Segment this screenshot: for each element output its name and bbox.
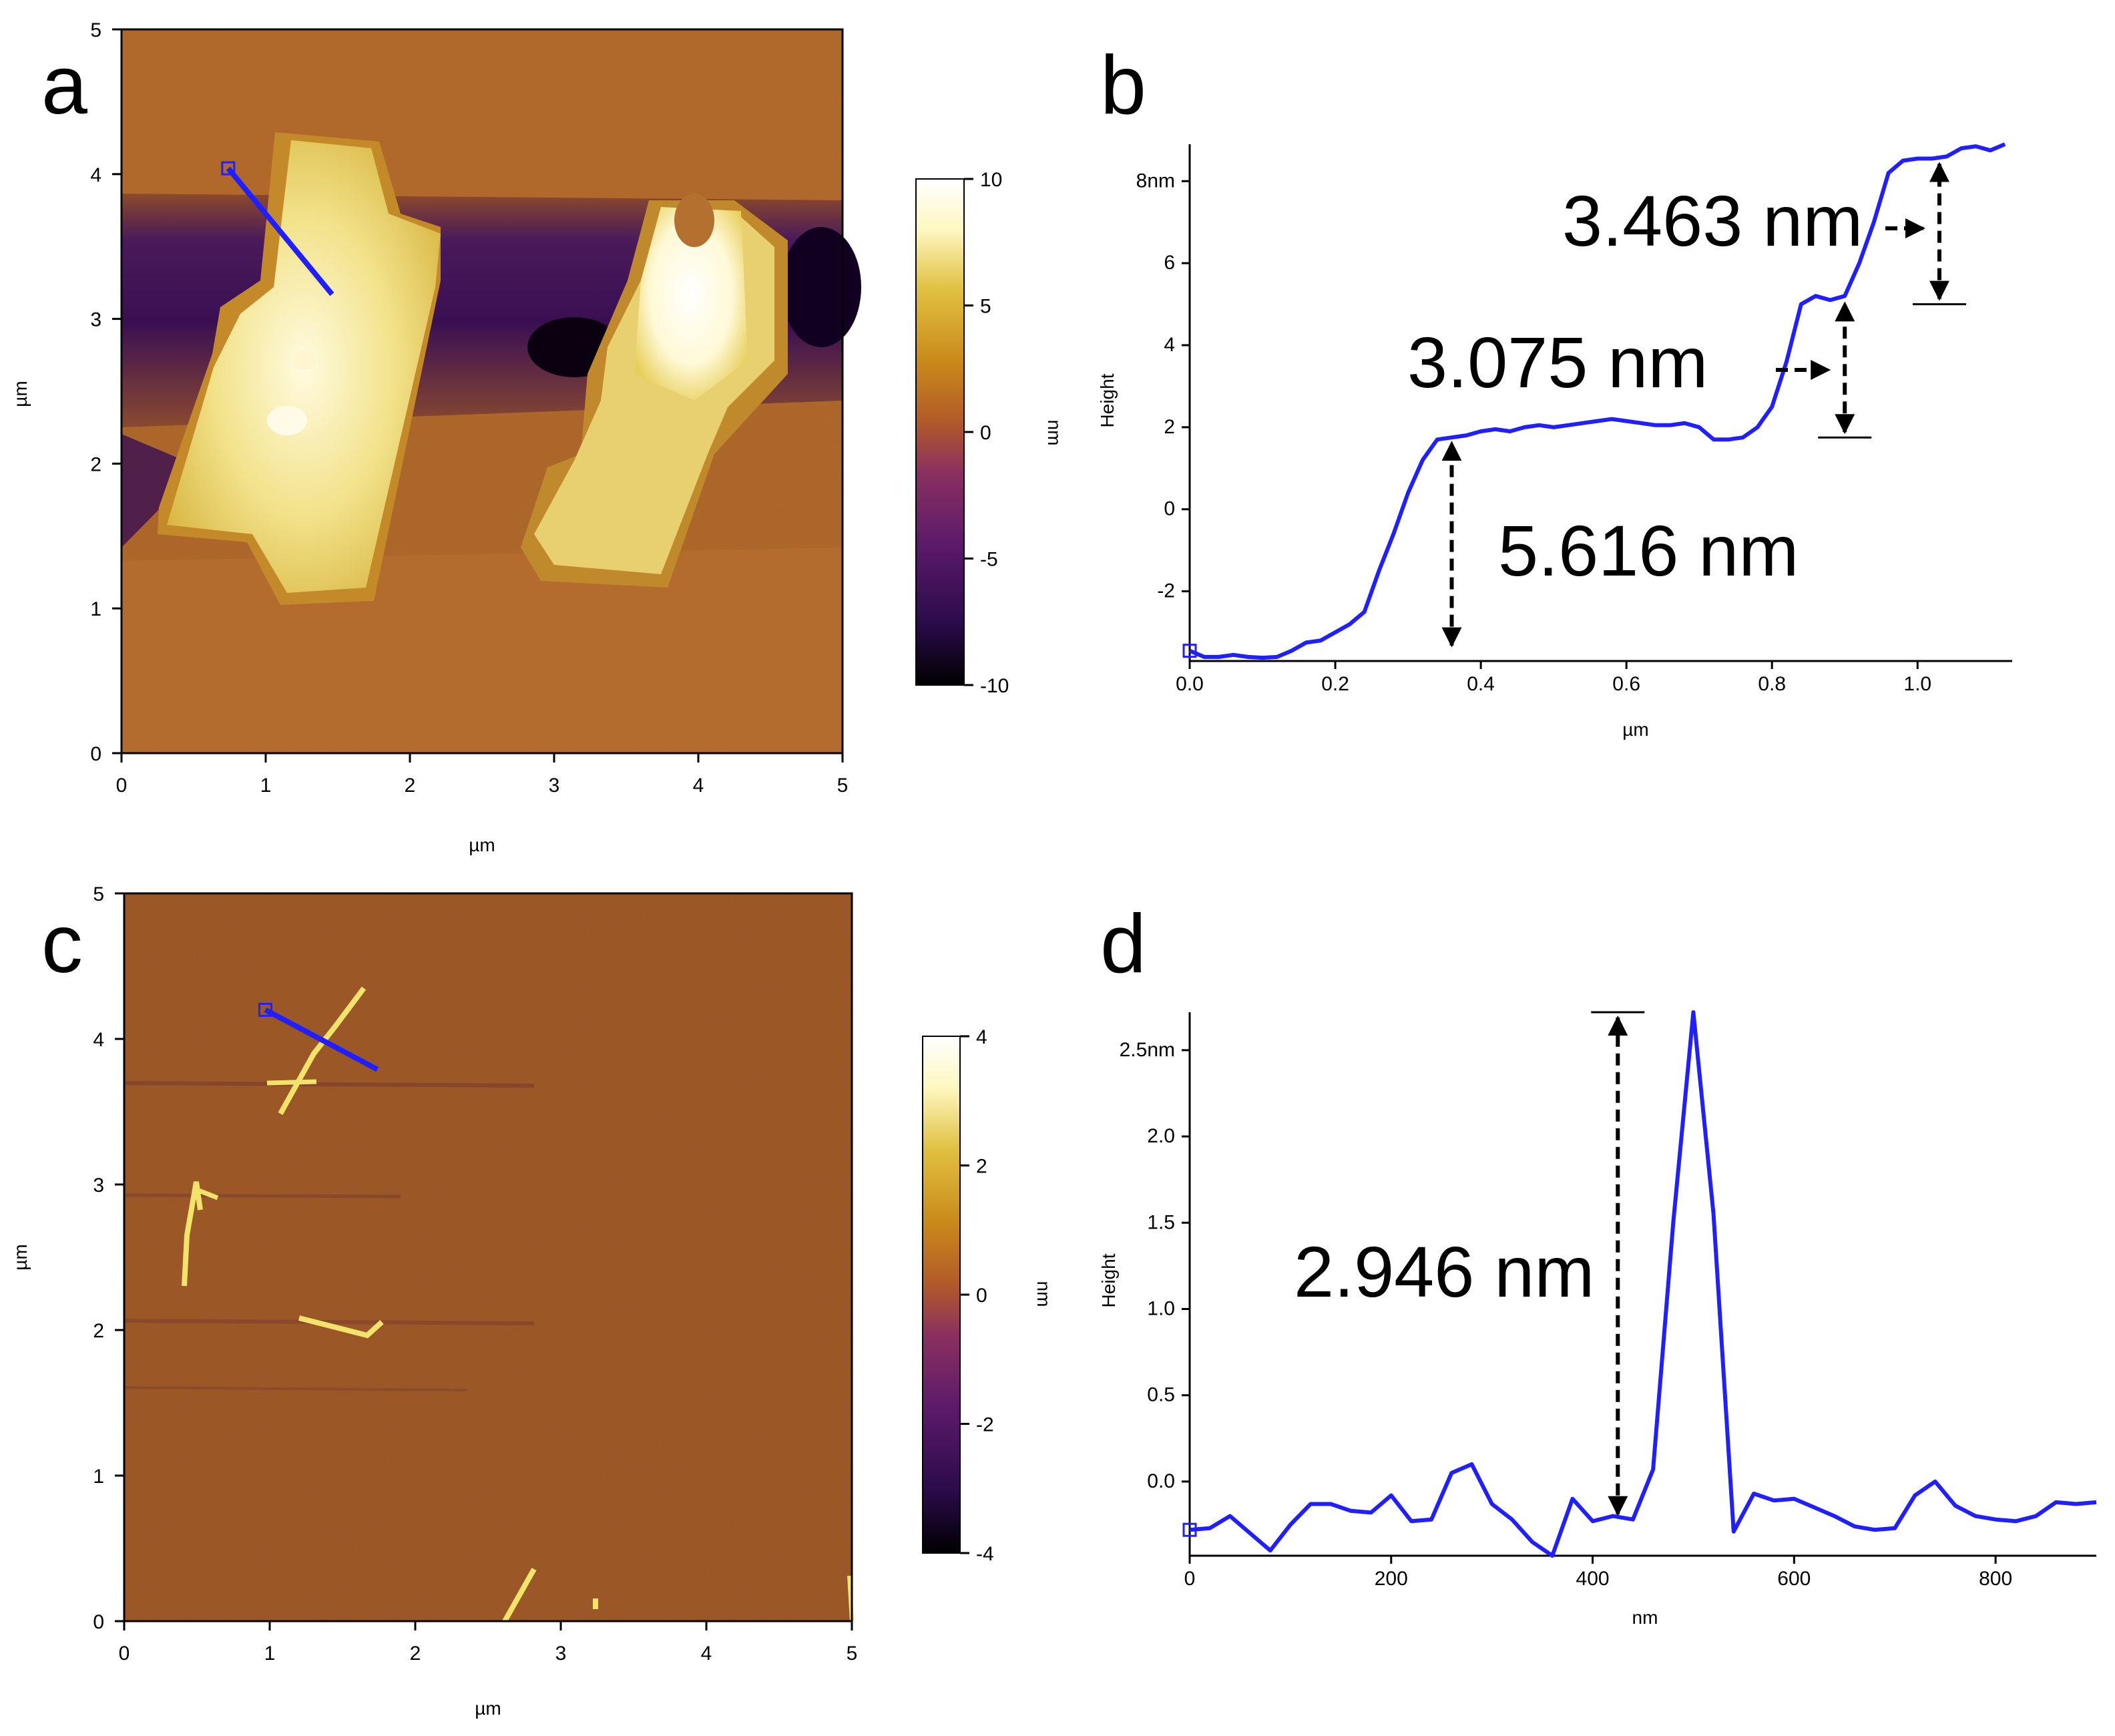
colorbar-ticks-c: 4 2 0 -2 -4 xyxy=(960,1026,994,1565)
y-tick-label-b: -2 xyxy=(1157,580,1175,602)
x-tick-label-a: 0 xyxy=(116,775,128,797)
profile-start-marker-d xyxy=(1182,1522,1197,1537)
profile-start-marker-b xyxy=(1182,644,1197,658)
x-tick-label-b: 0.4 xyxy=(1467,673,1495,695)
x-tick-label-d: 0 xyxy=(1184,1568,1196,1590)
height-label-b: 5.616 nm xyxy=(1498,510,1799,591)
y-tick-label-c: 2 xyxy=(93,1320,104,1342)
y-tick-label-a: 4 xyxy=(90,164,101,186)
y-axis-title-d: Height xyxy=(1098,1253,1119,1307)
colorbar-tick-label-a: 5 xyxy=(980,296,991,318)
colorbar-tick-label-a: -10 xyxy=(980,675,1009,697)
x-tick-label-c: 1 xyxy=(264,1643,276,1665)
afm-image-a xyxy=(122,29,861,753)
panel-label-a: a xyxy=(41,39,87,132)
axes-c: 0 1 2 3 4 5 0 1 2 3 4 5 xyxy=(93,883,857,1665)
x-tick-label-c: 5 xyxy=(847,1643,858,1665)
colorbar-tick-label-c: 0 xyxy=(976,1285,987,1307)
x-tick-label-a: 3 xyxy=(549,775,560,797)
y-tick-label-d: 2.0 xyxy=(1147,1125,1175,1147)
panel-label-d: d xyxy=(1100,898,1146,990)
y-tick-label-b: 2 xyxy=(1164,416,1175,438)
x-tick-label-c: 3 xyxy=(555,1643,567,1665)
y-tick-label-d: 0.0 xyxy=(1147,1470,1175,1492)
y-tick-label-a: 2 xyxy=(90,453,101,475)
x-tick-label-c: 4 xyxy=(701,1643,712,1665)
profile-line-c xyxy=(264,1007,379,1072)
y-tick-label-a: 5 xyxy=(90,19,101,41)
x-axis-title-b: µm xyxy=(1622,719,1648,740)
plot-b: 0.0 0.2 0.4 0.6 0.8 1.0 -2 0 2 4 6 8nm 5.616 nm 3.075… xyxy=(1136,142,2012,695)
x-tick-label-b: 0.8 xyxy=(1758,673,1786,695)
colorbar-tick-label-a: -5 xyxy=(980,549,998,571)
y-tick-label-b: 8nm xyxy=(1136,170,1175,192)
profile-start-marker-a xyxy=(221,161,236,176)
profile-line-a xyxy=(226,166,334,296)
height-label-b: 3.463 nm xyxy=(1562,180,1863,261)
y-tick-label-a: 3 xyxy=(90,309,101,331)
y-tick-label-b: 0 xyxy=(1164,498,1175,520)
height-label-b: 3.075 nm xyxy=(1407,322,1708,403)
x-tick-label-d: 800 xyxy=(1979,1568,2012,1590)
colorbar-tick-label-c: 2 xyxy=(976,1156,987,1178)
x-axis-title-d: nm xyxy=(1632,1607,1658,1628)
y-tick-label-d: 0.5 xyxy=(1147,1384,1175,1406)
y-tick-label-c: 3 xyxy=(93,1174,104,1197)
y-tick-label-a: 1 xyxy=(90,598,101,620)
y-axis-title-c: µm xyxy=(10,1244,31,1270)
colorbar-tick-label-a: 0 xyxy=(980,422,991,444)
image-frame-a xyxy=(120,28,844,754)
profile-start-marker-c xyxy=(258,1002,272,1017)
profile-trace-d xyxy=(1189,1010,2097,1558)
y-tick-label-c: 4 xyxy=(93,1029,104,1051)
x-axis-title-c: µm xyxy=(475,1698,501,1719)
colorbar-tick-label-c: -4 xyxy=(976,1543,994,1565)
y-tick-label-d: 1.0 xyxy=(1147,1297,1175,1319)
x-tick-label-b: 0.2 xyxy=(1321,673,1349,695)
colorbar-tick-label-c: 4 xyxy=(976,1026,987,1048)
colorbar-a xyxy=(915,178,965,686)
afm-image-c xyxy=(124,893,854,1622)
x-tick-label-d: 200 xyxy=(1375,1568,1408,1590)
y-tick-label-b: 6 xyxy=(1164,252,1175,274)
y-tick-label-b: 4 xyxy=(1164,334,1175,356)
y-tick-label-c: 0 xyxy=(93,1611,104,1633)
profile-trace-b xyxy=(1188,142,2006,660)
x-tick-label-c: 2 xyxy=(410,1643,421,1665)
colorbar-tick-label-c: -2 xyxy=(976,1414,994,1436)
x-tick-label-a: 5 xyxy=(837,775,849,797)
y-axis-title-b: Height xyxy=(1097,373,1118,427)
plot-d: 0 200 400 600 800 0.0 0.5 1.0 1.5 2.0 2.5nm 2.946 n… xyxy=(1120,1010,2097,1590)
y-tick-label-c: 5 xyxy=(93,883,104,905)
x-tick-label-c: 0 xyxy=(119,1643,130,1665)
colorbar-title-c: nm xyxy=(1033,1281,1054,1307)
x-tick-label-b: 0.6 xyxy=(1612,673,1640,695)
x-axis-title-a: µm xyxy=(469,835,495,855)
x-tick-label-d: 600 xyxy=(1777,1568,1811,1590)
axes-a: 0 1 2 3 4 5 0 1 2 3 4 5 xyxy=(90,19,848,797)
y-axis-title-a: µm xyxy=(10,381,31,407)
y-tick-label-c: 1 xyxy=(93,1466,104,1488)
x-tick-label-a: 1 xyxy=(260,775,272,797)
image-frame-c xyxy=(123,892,853,1622)
x-tick-label-d: 400 xyxy=(1576,1568,1610,1590)
panel-label-b: b xyxy=(1100,39,1146,132)
colorbar-tick-label-a: 10 xyxy=(980,169,1002,191)
x-tick-label-b: 1.0 xyxy=(1903,673,1931,695)
colorbar-title-a: nm xyxy=(1044,420,1065,446)
panel-label-c: c xyxy=(41,898,83,990)
y-tick-label-d: 2.5nm xyxy=(1120,1039,1175,1061)
x-tick-label-b: 0.0 xyxy=(1176,673,1204,695)
y-tick-label-d: 1.5 xyxy=(1147,1211,1175,1233)
colorbar-ticks-a: 10 5 0 -5 -10 xyxy=(964,169,1009,697)
x-tick-label-a: 2 xyxy=(405,775,416,797)
height-label-d: 2.946 nm xyxy=(1294,1231,1594,1312)
y-tick-label-a: 0 xyxy=(90,743,101,765)
x-tick-label-a: 4 xyxy=(693,775,704,797)
colorbar-c xyxy=(922,1036,961,1554)
